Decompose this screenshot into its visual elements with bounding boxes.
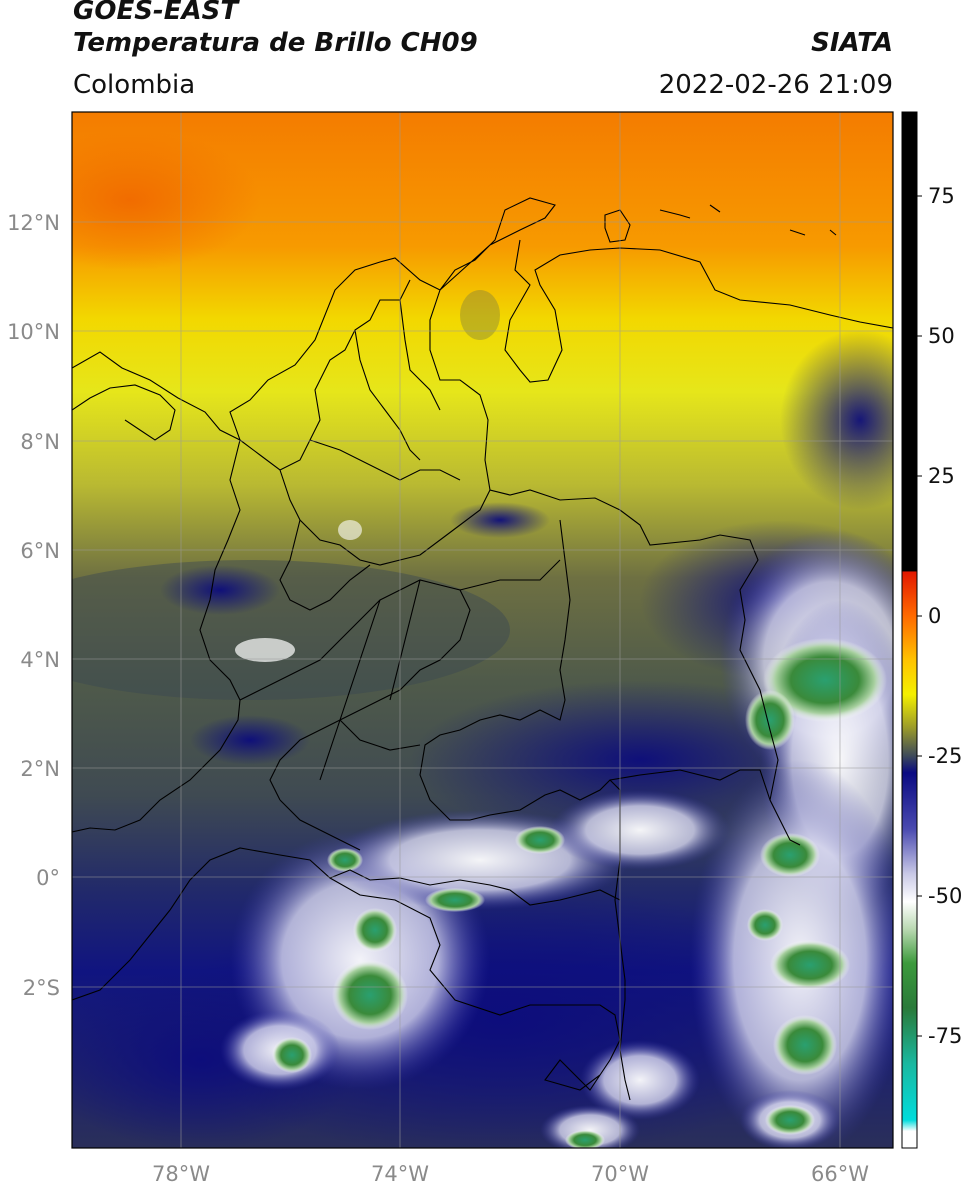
datetime-label: 2022-02-26 21:09 (658, 70, 893, 100)
lat-label: 4°N (20, 648, 60, 672)
lon-label: 78°W (152, 1162, 210, 1186)
lat-label: 12°N (7, 211, 60, 235)
colorbar-ticks: 75 50 25 0 -25 -50 -75 (917, 184, 962, 1048)
colorbar-tick-label: 75 (928, 184, 955, 208)
colorbar: 75 50 25 0 -25 -50 -75 (901, 111, 962, 1149)
latitude-labels: 12°N 10°N 8°N 6°N 4°N 2°N 0° 2°S (7, 211, 60, 1000)
map-frame (71, 111, 894, 1149)
colorbar-tick-label: -50 (928, 884, 962, 908)
colorbar-tick-label: 0 (928, 604, 941, 628)
lat-label: 0° (36, 866, 60, 890)
product-title: Temperatura de Brillo CH09 (73, 28, 478, 58)
lat-label: 2°S (23, 976, 60, 1000)
longitude-labels: 78°W 74°W 70°W 66°W (152, 1162, 869, 1186)
satellite-title: GOES-EAST (73, 0, 239, 26)
lat-label: 8°N (20, 430, 60, 454)
satellite-image (72, 112, 893, 1148)
colorbar-tick-label: 25 (928, 464, 955, 488)
colorbar-tick-label: -25 (928, 744, 962, 768)
region-label: Colombia (73, 70, 196, 100)
colorbar-tick-label: -75 (928, 1024, 962, 1048)
lon-label: 74°W (371, 1162, 429, 1186)
lat-label: 6°N (20, 539, 60, 563)
lon-label: 70°W (591, 1162, 649, 1186)
agency-label: SIATA (811, 28, 893, 58)
gridlines (72, 112, 893, 1148)
colorbar-gradient (901, 111, 918, 1149)
lat-label: 10°N (7, 320, 60, 344)
colorbar-tick-label: 50 (928, 324, 955, 348)
boundaries (72, 197, 893, 1101)
lat-label: 2°N (20, 757, 60, 781)
lon-label: 66°W (811, 1162, 869, 1186)
